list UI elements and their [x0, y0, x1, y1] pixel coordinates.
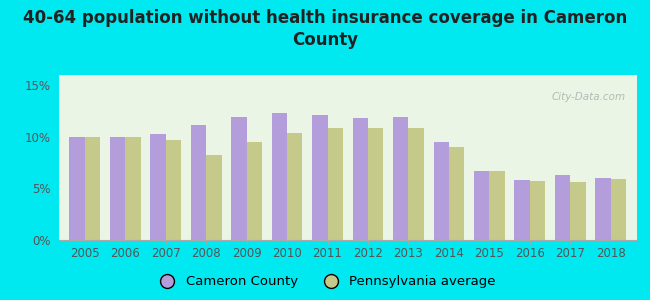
Legend: Cameron County, Pennsylvania average: Cameron County, Pennsylvania average — [149, 270, 501, 293]
Bar — [368, 128, 384, 240]
Bar — [231, 117, 246, 240]
Bar — [530, 181, 545, 240]
Bar — [449, 147, 464, 240]
Bar — [393, 117, 408, 240]
Bar — [555, 175, 570, 240]
Bar — [514, 180, 530, 240]
Bar — [312, 115, 328, 240]
Bar — [206, 155, 222, 240]
Bar — [110, 137, 125, 240]
Bar — [434, 142, 449, 240]
Bar — [595, 178, 611, 240]
Bar — [570, 182, 586, 240]
Bar — [125, 137, 140, 240]
Bar — [489, 171, 504, 240]
Bar — [246, 142, 262, 240]
Bar — [150, 134, 166, 240]
Text: 40-64 population without health insurance coverage in Cameron
County: 40-64 population without health insuranc… — [23, 9, 627, 49]
Text: City-Data.com: City-Data.com — [551, 92, 625, 101]
Bar — [70, 137, 84, 240]
Bar — [408, 128, 424, 240]
Bar — [166, 140, 181, 240]
Bar — [84, 137, 100, 240]
Bar — [272, 113, 287, 240]
Bar — [352, 118, 368, 240]
Bar — [287, 133, 302, 240]
Bar — [474, 171, 489, 240]
Bar — [611, 179, 626, 240]
Bar — [191, 124, 206, 240]
Bar — [328, 128, 343, 240]
